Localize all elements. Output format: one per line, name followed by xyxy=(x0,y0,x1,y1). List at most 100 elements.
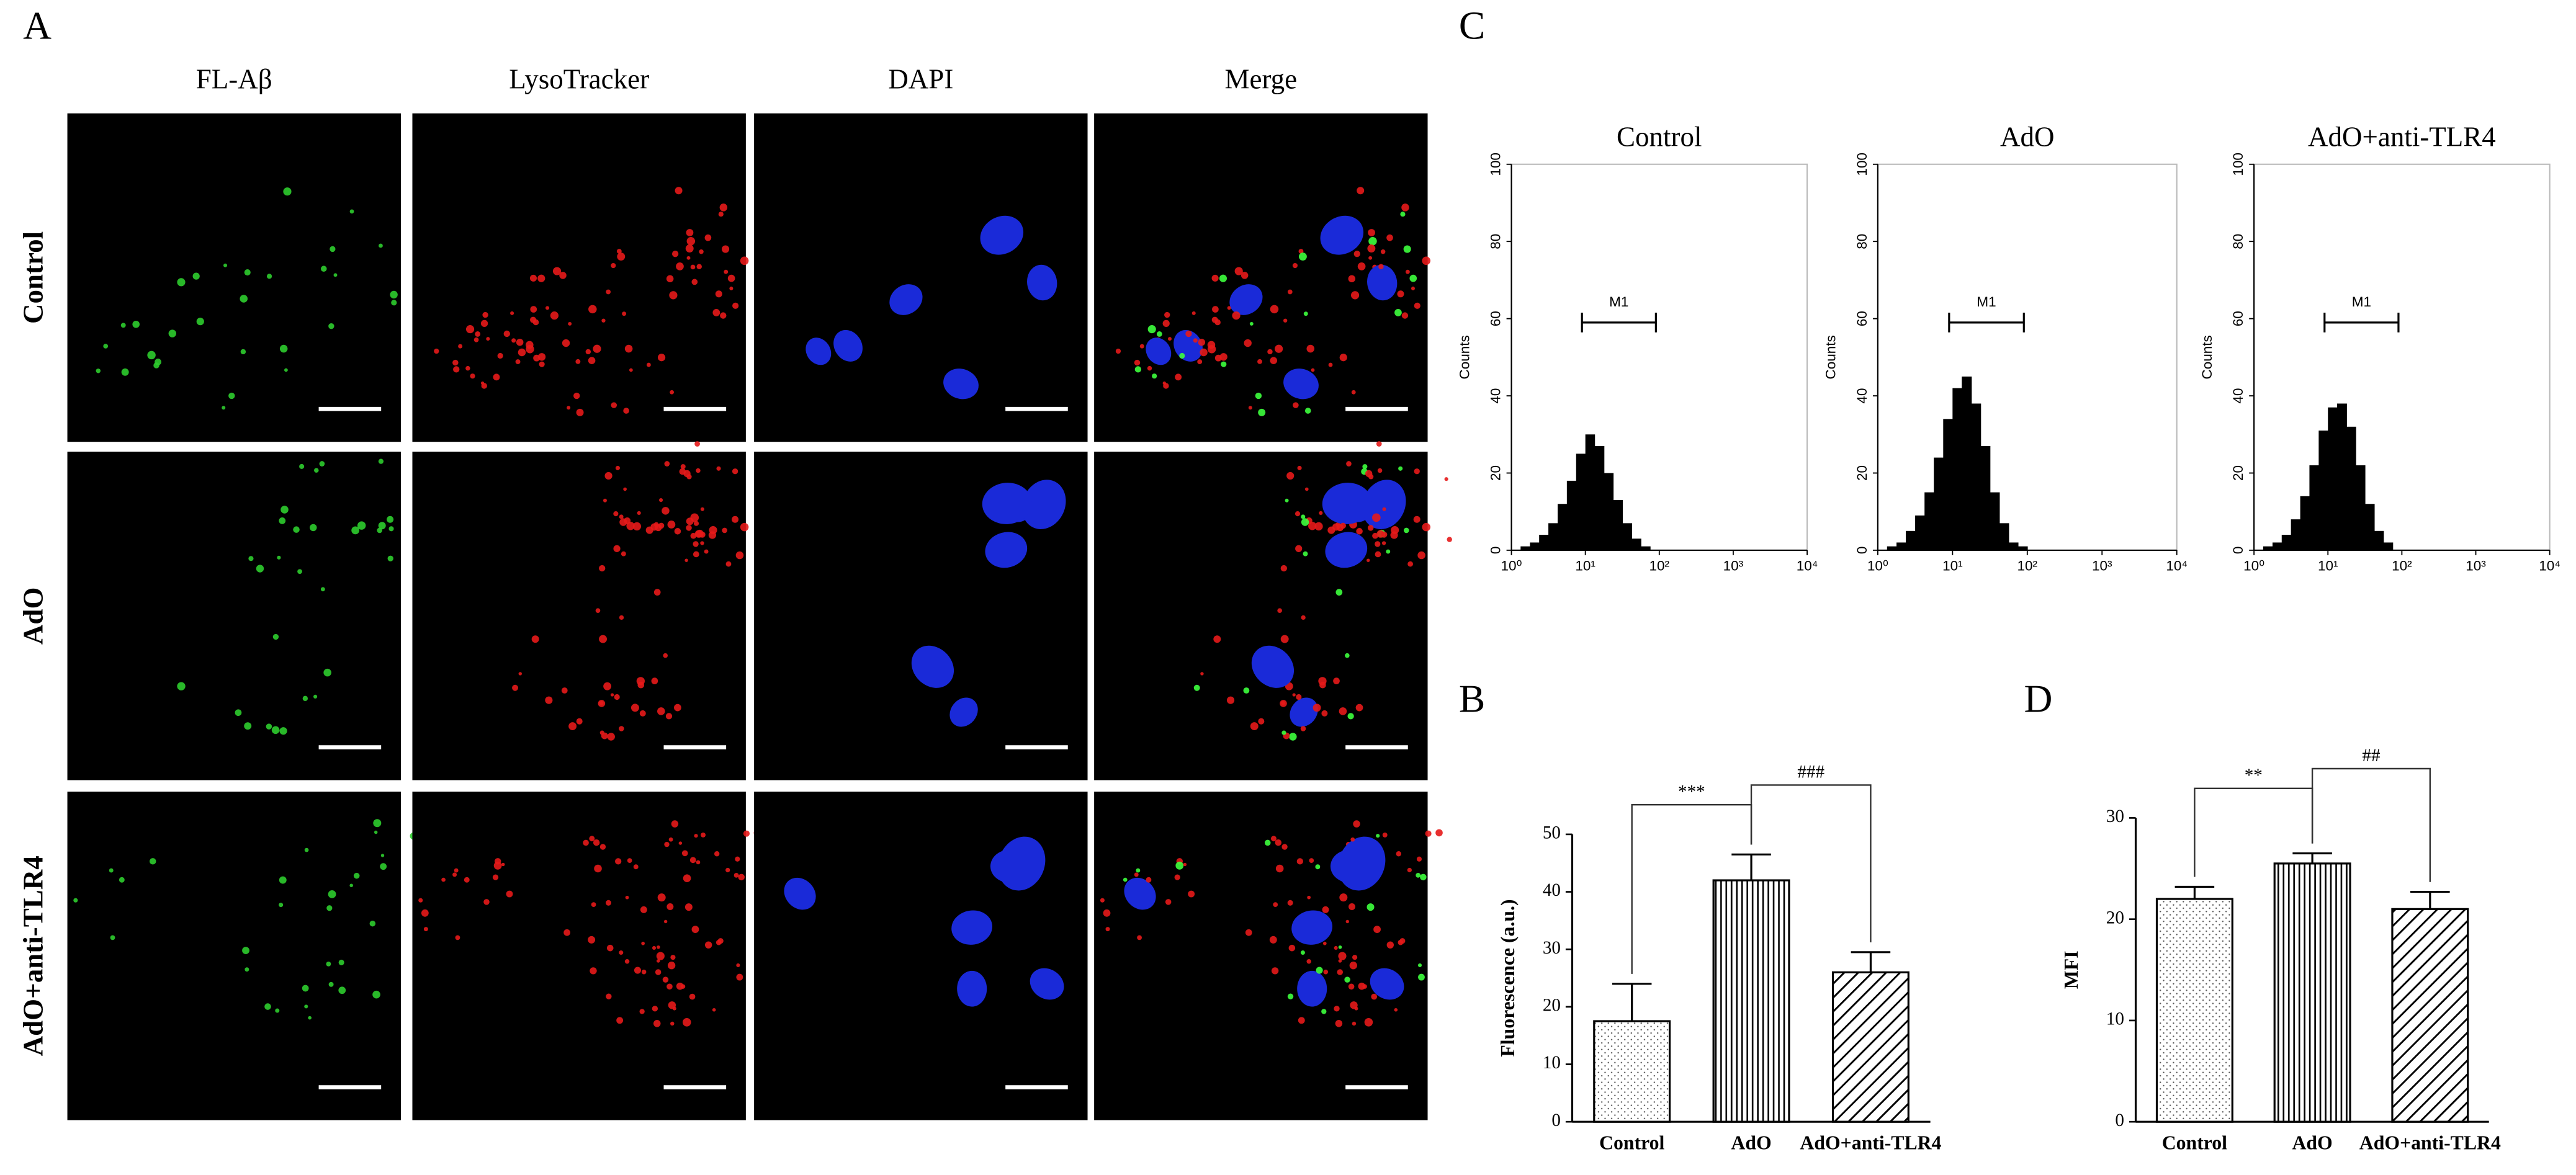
granule xyxy=(1375,551,1381,558)
granule xyxy=(1351,390,1356,395)
granule xyxy=(657,707,665,715)
granule xyxy=(641,969,647,975)
granule xyxy=(732,302,739,309)
granule xyxy=(552,267,562,275)
granule xyxy=(1281,730,1286,735)
granule xyxy=(240,349,246,355)
image-background xyxy=(67,113,401,442)
nucleus xyxy=(1229,284,1263,315)
granule xyxy=(667,520,676,529)
granule xyxy=(1304,487,1309,491)
granule xyxy=(594,864,602,873)
granule xyxy=(686,229,694,236)
granule xyxy=(704,549,709,554)
granule xyxy=(177,682,186,690)
granule xyxy=(314,468,319,473)
granule xyxy=(645,526,653,534)
granule xyxy=(1311,368,1315,372)
y-tick-label: 60 xyxy=(1854,311,1870,326)
granule xyxy=(1219,353,1227,361)
granule xyxy=(1243,687,1250,694)
granule xyxy=(740,256,749,266)
granule xyxy=(674,528,681,535)
image-background xyxy=(754,792,1088,1120)
histogram-bar xyxy=(1943,419,1954,550)
granule xyxy=(245,967,249,972)
granule xyxy=(272,633,279,640)
granule xyxy=(373,819,382,828)
granule xyxy=(475,331,481,337)
bar xyxy=(1712,879,1790,1123)
nucleus xyxy=(957,970,987,1007)
granule xyxy=(1179,352,1185,359)
y-axis-label: Fluorescence (a.u.) xyxy=(1497,899,1519,1057)
granule xyxy=(585,349,591,355)
granule xyxy=(1309,858,1314,863)
granule xyxy=(421,909,429,917)
granule xyxy=(423,927,428,932)
granule xyxy=(1409,274,1417,282)
granule xyxy=(734,872,739,878)
granule xyxy=(683,874,691,882)
granule xyxy=(691,926,699,933)
granule xyxy=(1403,527,1409,534)
y-tick-label: 0 xyxy=(1488,547,1504,555)
granule xyxy=(615,465,620,470)
granule xyxy=(576,408,584,416)
granule xyxy=(1258,408,1266,416)
nucleus xyxy=(982,483,1032,524)
granule xyxy=(1134,872,1139,877)
histogram-bar xyxy=(1980,445,1991,550)
granule xyxy=(1372,532,1378,539)
granule xyxy=(244,269,251,276)
plot-frame xyxy=(1510,163,1808,551)
granule xyxy=(1447,537,1452,542)
micrograph xyxy=(754,452,1088,780)
panel-label: A xyxy=(23,3,52,47)
granule xyxy=(378,458,384,464)
histogram-bar xyxy=(2017,546,2028,550)
granule xyxy=(1250,722,1259,731)
granule xyxy=(685,244,694,252)
granule xyxy=(374,830,378,834)
granule xyxy=(1416,872,1421,878)
bar xyxy=(1593,1020,1671,1123)
granule xyxy=(613,511,619,517)
gate-label: M1 xyxy=(2352,294,2371,310)
granule xyxy=(351,526,360,535)
granule xyxy=(1227,306,1231,310)
granule xyxy=(729,286,734,290)
y-axis-label: Counts xyxy=(1823,335,1839,379)
x-tick-label: Control xyxy=(1599,1132,1664,1154)
granule xyxy=(1301,615,1306,620)
granule xyxy=(1368,256,1373,260)
histogram-bar xyxy=(1915,515,1926,550)
granule xyxy=(621,551,626,556)
granule xyxy=(177,278,186,287)
nucleus xyxy=(889,284,923,315)
granule xyxy=(338,959,344,965)
granule xyxy=(1273,902,1278,907)
granule xyxy=(626,522,635,530)
granule xyxy=(593,344,601,353)
granule xyxy=(192,272,200,280)
nucleus xyxy=(985,532,1028,568)
histogram-bar xyxy=(2291,519,2301,550)
x-tick-label: 10⁰ xyxy=(1867,558,1888,573)
granule xyxy=(1367,244,1376,252)
y-tick-label: 0 xyxy=(1551,1110,1561,1130)
panel-label: C xyxy=(1459,3,1485,47)
x-tick-label: 10¹ xyxy=(1942,558,1963,573)
granule xyxy=(670,955,676,960)
x-tick-label: AdO+anti-TLR4 xyxy=(2359,1132,2501,1154)
granule xyxy=(1174,874,1180,880)
granule xyxy=(683,470,691,478)
granule xyxy=(96,369,101,373)
granule xyxy=(1292,262,1298,269)
granule xyxy=(601,318,606,323)
granule xyxy=(656,959,660,963)
image-background xyxy=(67,452,401,780)
histogram-bar xyxy=(1539,535,1549,550)
granule xyxy=(658,522,665,529)
error-bar xyxy=(1851,951,1891,973)
